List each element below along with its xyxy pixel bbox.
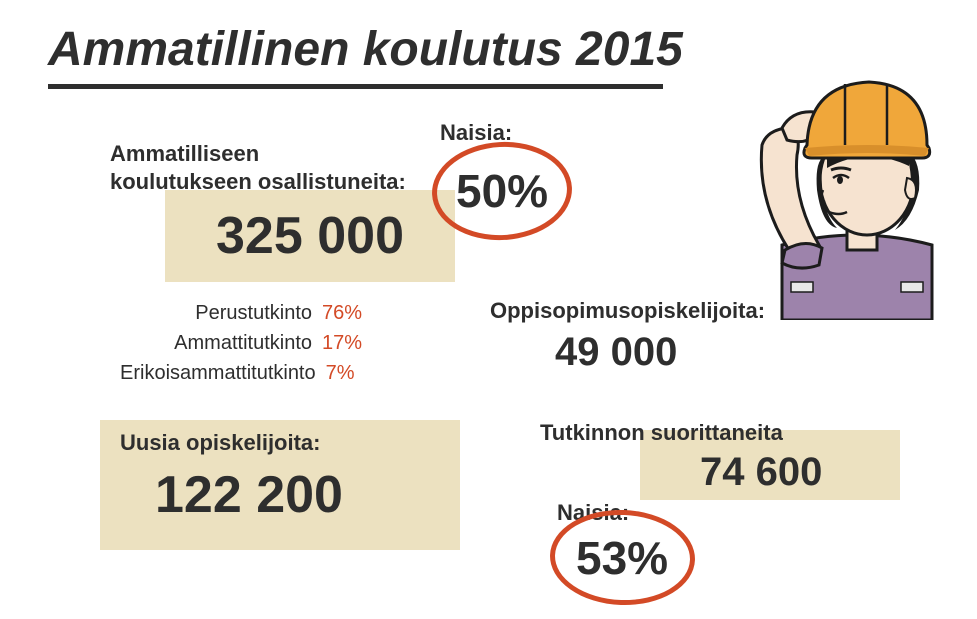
breakdown-row: Ammattitutkinto 17% <box>120 328 370 358</box>
page-title: Ammatillinen koulutus 2015 <box>48 22 683 77</box>
women2-circle: 53% <box>548 507 696 607</box>
breakdown-label: Perustutkinto <box>195 298 312 328</box>
apprentice-value: 49 000 <box>555 330 677 375</box>
women2-value: 53% <box>576 530 668 584</box>
participants-label-line1: Ammatilliseen <box>110 141 259 166</box>
breakdown-label: Erikoisammattitutkinto <box>120 358 316 388</box>
breakdown-pct: 76% <box>322 298 370 328</box>
breakdown-row: Erikoisammattitutkinto 7% <box>120 358 370 388</box>
participants-label: Ammatilliseen koulutukseen osallistuneit… <box>110 140 406 195</box>
breakdown-pct: 7% <box>326 358 370 388</box>
title-underline <box>48 84 663 89</box>
breakdown-pct: 17% <box>322 328 370 358</box>
graduates-label: Tutkinnon suorittaneita <box>540 420 783 446</box>
breakdown-label: Ammattitutkinto <box>174 328 312 358</box>
breakdown-list: Perustutkinto 76% Ammattitutkinto 17% Er… <box>120 298 370 388</box>
construction-worker-icon <box>727 50 957 320</box>
participants-value: 325 000 <box>216 206 404 266</box>
apprentice-label: Oppisopimusopiskelijoita: <box>490 298 765 324</box>
participants-box: 325 000 <box>165 190 455 282</box>
graduates-value: 74 600 <box>700 450 822 495</box>
women1-value: 50% <box>456 164 548 218</box>
new-students-value: 122 200 <box>155 465 343 525</box>
new-students-label: Uusia opiskelijoita: <box>120 430 321 456</box>
breakdown-row: Perustutkinto 76% <box>120 298 370 328</box>
